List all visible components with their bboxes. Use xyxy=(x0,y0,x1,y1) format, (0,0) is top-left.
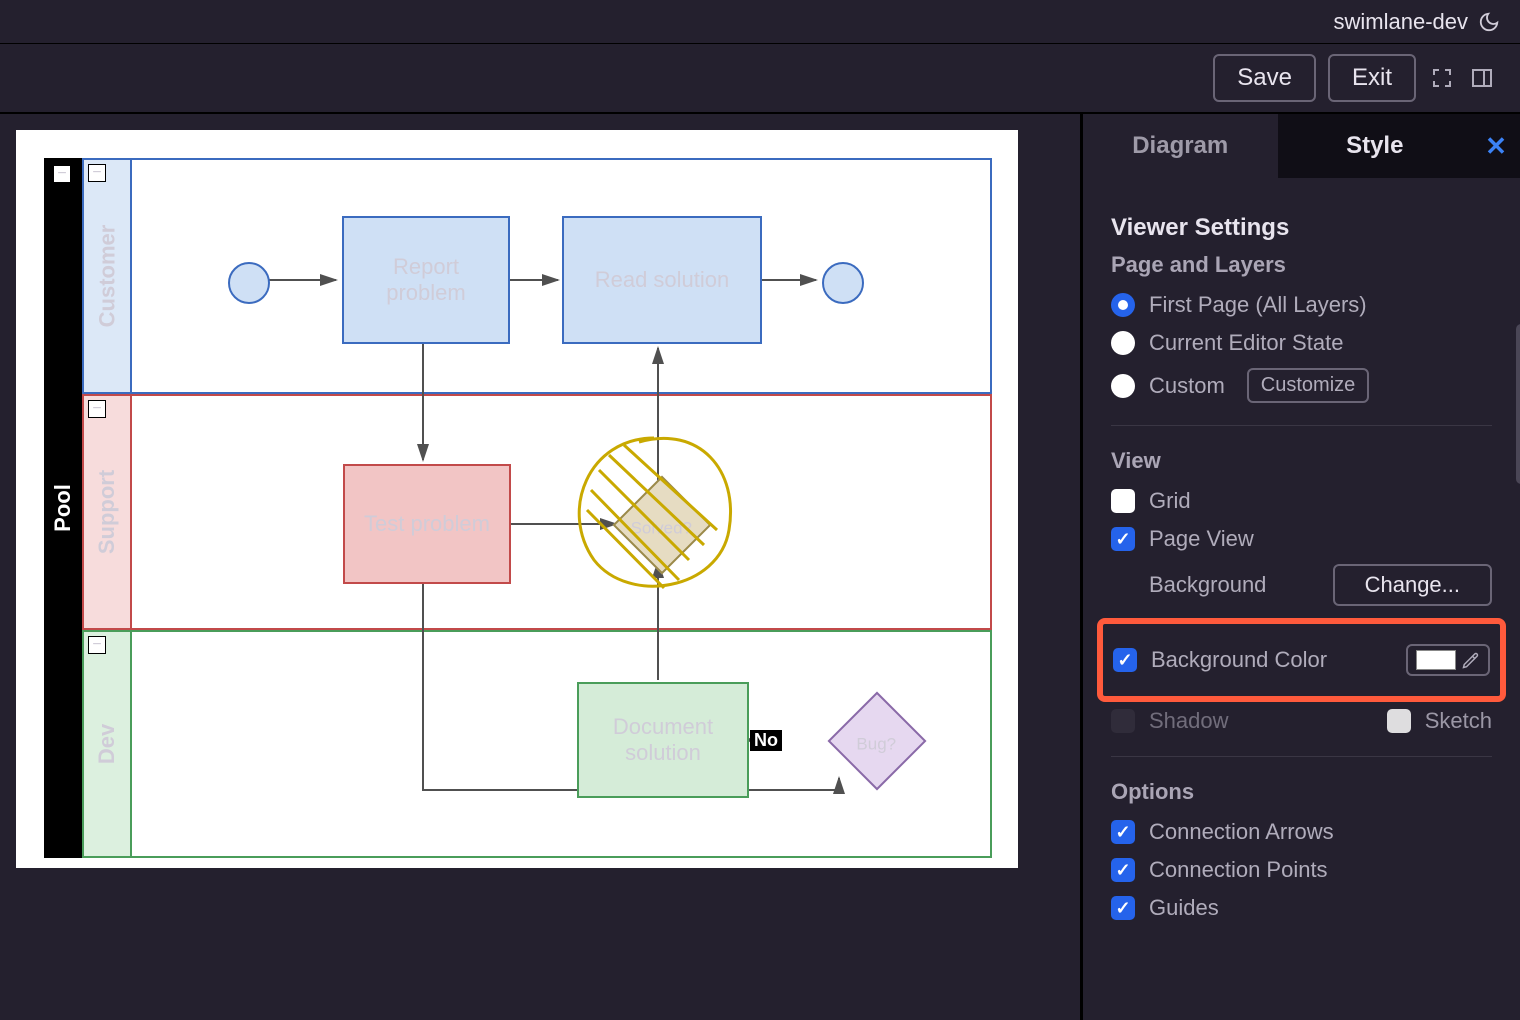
highlight-annotation: ✓ Background Color xyxy=(1097,618,1506,702)
tab-style[interactable]: Style xyxy=(1278,114,1473,178)
check-sketch[interactable]: Sketch xyxy=(1387,708,1492,734)
exit-button[interactable]: Exit xyxy=(1328,54,1416,102)
change-background-button[interactable]: Change... xyxy=(1333,564,1492,606)
edge-label-no: No xyxy=(750,730,782,751)
panel-body: Viewer Settings Page and Layers First Pa… xyxy=(1083,178,1520,953)
check-background-color[interactable]: ✓ Background Color xyxy=(1113,647,1327,673)
document-node[interactable]: Documentsolution xyxy=(577,682,749,798)
checkbox-icon xyxy=(1111,709,1135,733)
close-panel-icon[interactable]: ✕ xyxy=(1472,114,1520,178)
panel-toggle-icon[interactable] xyxy=(1468,64,1496,92)
view-title: View xyxy=(1111,448,1492,474)
check-label: Background Color xyxy=(1151,647,1327,673)
customize-button[interactable]: Customize xyxy=(1247,368,1369,403)
check-label: Page View xyxy=(1149,526,1254,552)
check-grid[interactable]: Grid xyxy=(1111,488,1492,514)
divider xyxy=(1111,425,1492,426)
window-title: swimlane-dev xyxy=(1334,9,1469,35)
check-label: Guides xyxy=(1149,895,1219,921)
lane-label: Dev xyxy=(94,724,120,764)
radio-icon xyxy=(1111,374,1135,398)
panel-tabs: Diagram Style ✕ xyxy=(1083,114,1520,178)
fullscreen-icon[interactable] xyxy=(1428,64,1456,92)
collapse-lane-icon[interactable]: − xyxy=(88,400,106,418)
checkbox-icon xyxy=(1387,709,1411,733)
scribble-annotation xyxy=(569,430,739,600)
radio-icon xyxy=(1111,293,1135,317)
shadow-sketch-row: Shadow Sketch xyxy=(1111,708,1492,734)
check-label: Grid xyxy=(1149,488,1191,514)
toolbar: Save Exit xyxy=(0,44,1520,114)
lane-header[interactable]: Dev xyxy=(84,632,132,856)
lane-header[interactable]: Support xyxy=(84,396,132,628)
lane-label: Customer xyxy=(94,225,120,328)
side-panel: Diagram Style ✕ Viewer Settings Page and… xyxy=(1080,114,1520,1020)
pool-header[interactable]: Pool xyxy=(44,158,82,858)
tab-diagram[interactable]: Diagram xyxy=(1083,114,1278,178)
main: Pool − Customer − Support − Dev − xyxy=(0,114,1520,1020)
checkbox-icon: ✓ xyxy=(1111,858,1135,882)
background-row: Background Change... xyxy=(1111,564,1492,606)
radio-label: Custom xyxy=(1149,373,1225,399)
radio-label: First Page (All Layers) xyxy=(1149,292,1367,318)
radio-label: Current Editor State xyxy=(1149,330,1343,356)
check-connection-points[interactable]: ✓ Connection Points xyxy=(1111,857,1492,883)
report-node[interactable]: Reportproblem xyxy=(342,216,510,344)
check-label: Connection Points xyxy=(1149,857,1328,883)
collapse-lane-icon[interactable]: − xyxy=(88,164,106,182)
color-picker[interactable] xyxy=(1406,644,1490,676)
end-node[interactable] xyxy=(822,262,864,304)
background-label: Background xyxy=(1149,572,1266,598)
check-shadow[interactable]: Shadow xyxy=(1111,708,1229,734)
check-label: Sketch xyxy=(1425,708,1492,734)
checkbox-icon: ✓ xyxy=(1113,648,1137,672)
options-title: Options xyxy=(1111,779,1492,805)
canvas-area[interactable]: Pool − Customer − Support − Dev − xyxy=(0,114,1080,1020)
check-connection-arrows[interactable]: ✓ Connection Arrows xyxy=(1111,819,1492,845)
theme-icon[interactable] xyxy=(1478,11,1500,33)
radio-current-editor[interactable]: Current Editor State xyxy=(1111,330,1492,356)
check-guides[interactable]: ✓ Guides xyxy=(1111,895,1492,921)
radio-first-page[interactable]: First Page (All Layers) xyxy=(1111,292,1492,318)
divider xyxy=(1111,756,1492,757)
save-button[interactable]: Save xyxy=(1213,54,1316,102)
read-node[interactable]: Read solution xyxy=(562,216,762,344)
radio-custom[interactable]: Custom Customize xyxy=(1111,368,1492,403)
checkbox-icon: ✓ xyxy=(1111,527,1135,551)
titlebar: swimlane-dev xyxy=(0,0,1520,44)
lane-label: Support xyxy=(94,470,120,554)
checkbox-icon: ✓ xyxy=(1111,896,1135,920)
collapse-lane-icon[interactable]: − xyxy=(88,636,106,654)
viewer-settings-title: Viewer Settings xyxy=(1111,214,1492,242)
test-node[interactable]: Test problem xyxy=(343,464,511,584)
radio-icon xyxy=(1111,331,1135,355)
color-swatch xyxy=(1416,650,1456,670)
check-page-view[interactable]: ✓ Page View xyxy=(1111,526,1492,552)
check-label: Connection Arrows xyxy=(1149,819,1334,845)
scrollbar-thumb[interactable] xyxy=(1516,324,1520,484)
lane-header[interactable]: Customer xyxy=(84,160,132,392)
diagram-page[interactable]: Pool − Customer − Support − Dev − xyxy=(16,130,1018,868)
collapse-pool-icon[interactable]: − xyxy=(53,165,71,183)
pool-label: Pool xyxy=(50,484,76,532)
check-label: Shadow xyxy=(1149,708,1229,734)
lane-support[interactable]: Support − xyxy=(82,394,992,630)
checkbox-icon: ✓ xyxy=(1111,820,1135,844)
eyedropper-icon xyxy=(1462,651,1480,669)
page-and-layers-title: Page and Layers xyxy=(1111,252,1492,278)
start-node[interactable] xyxy=(228,262,270,304)
checkbox-icon xyxy=(1111,489,1135,513)
